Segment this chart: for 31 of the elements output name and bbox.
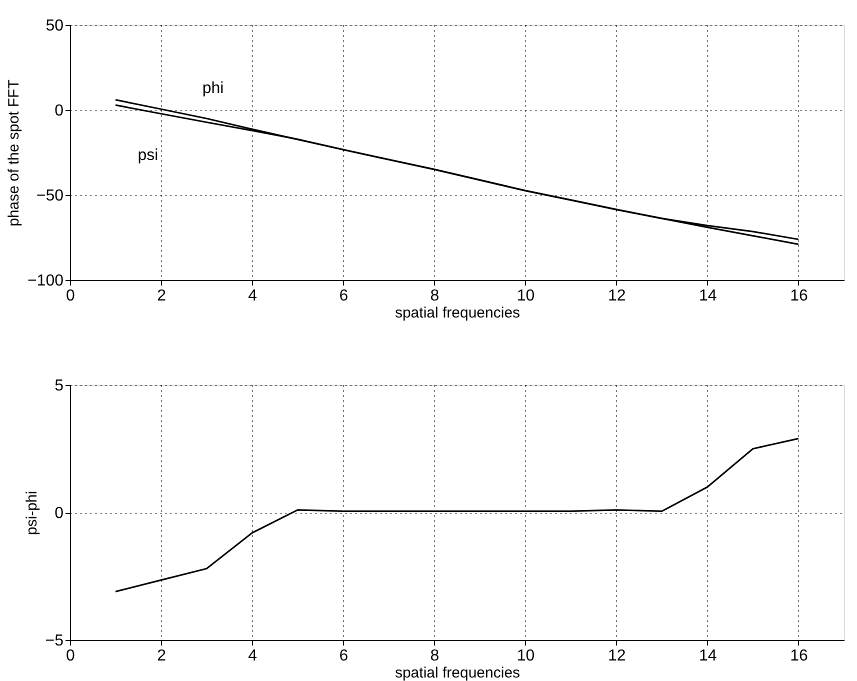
x-tick-label: 12	[608, 288, 626, 304]
x-tick-label: 2	[157, 288, 166, 304]
x-tick-label: 6	[339, 288, 348, 304]
y-tick-label: 5	[54, 378, 64, 394]
x-tick-label: 14	[699, 648, 717, 664]
y-tick-label: −5	[45, 632, 64, 650]
x-tick-label: 10	[516, 648, 535, 664]
annotation: psi	[138, 147, 158, 164]
x-tick-label: 4	[248, 288, 258, 304]
x-tick-label: 8	[430, 288, 440, 304]
x-tick-label: 4	[248, 648, 258, 664]
x-tick-label: 8	[430, 648, 440, 664]
x-tick-label: 12	[608, 648, 626, 664]
annotation: phi	[202, 80, 224, 97]
x-tick-label: 6	[339, 648, 348, 664]
x-axis-title: spatial frequencies	[394, 304, 520, 322]
y-tick-label: −100	[27, 272, 64, 290]
x-tick-label: 0	[66, 288, 76, 304]
y-tick-label: 0	[54, 102, 64, 120]
x-tick-label: 16	[790, 648, 808, 664]
y-tick-label: 50	[46, 18, 64, 34]
y-axis-title: phase of the spot FFT	[5, 80, 22, 226]
x-tick-label: 2	[157, 648, 166, 664]
x-tick-label: 10	[516, 288, 535, 304]
x-tick-label: 0	[66, 648, 76, 664]
x-axis-title: spatial frequencies	[394, 664, 520, 681]
y-tick-label: 0	[54, 505, 64, 522]
x-tick-label: 16	[790, 288, 808, 304]
x-tick-label: 14	[699, 288, 717, 304]
y-axis-title: psi-phi	[23, 490, 40, 536]
y-tick-label: −50	[36, 188, 64, 204]
